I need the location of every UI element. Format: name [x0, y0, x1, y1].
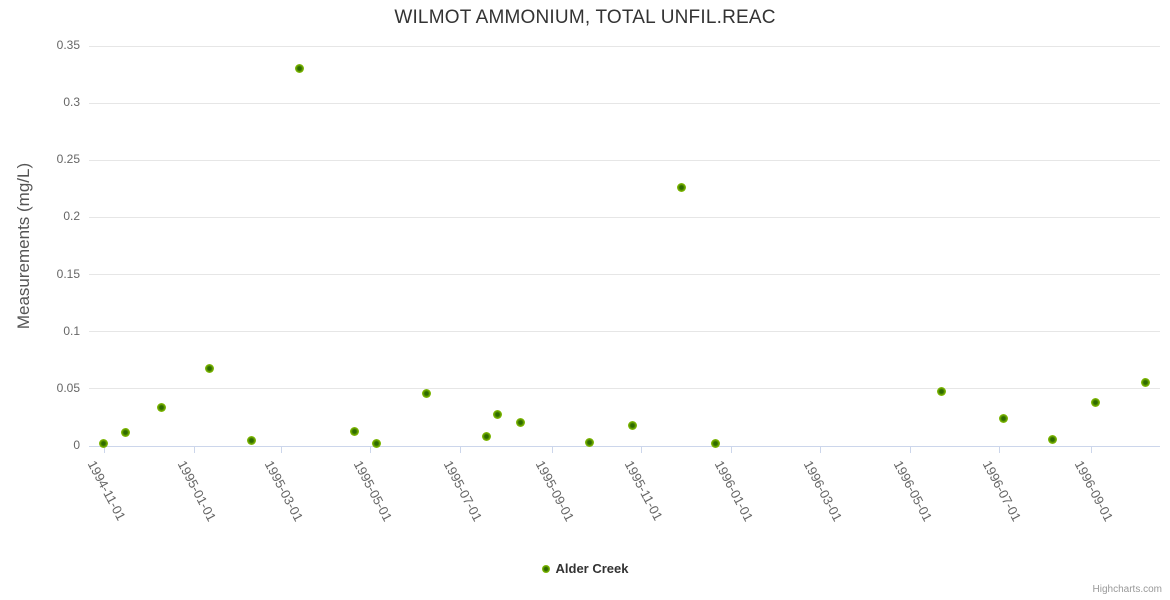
data-point[interactable] [295, 64, 305, 74]
x-axis-tick [193, 447, 195, 453]
data-point[interactable] [99, 439, 109, 449]
data-point[interactable] [492, 409, 502, 419]
data-point[interactable] [421, 388, 431, 398]
x-axis-line [89, 446, 1160, 447]
data-point[interactable] [999, 414, 1009, 424]
y-axis-tick-label: 0.15 [56, 266, 80, 281]
x-axis-tick-label: 1995-11-01 [622, 458, 667, 523]
data-point[interactable] [349, 426, 359, 436]
x-axis-tick [731, 447, 733, 453]
y-axis-tick-label: 0.2 [63, 209, 80, 224]
legend-item-alder-creek[interactable]: Alder Creek [0, 561, 1170, 576]
x-axis-tick [551, 447, 553, 453]
chart-title: WILMOT AMMONIUM, TOTAL UNFIL.REAC [394, 7, 776, 28]
y-axis-tick-label: 0.35 [56, 38, 80, 52]
data-point[interactable] [585, 438, 595, 448]
data-point[interactable] [937, 386, 947, 396]
x-axis-tick-label: 1995-09-01 [532, 458, 577, 524]
x-axis-tick-label: 1996-03-01 [800, 458, 845, 524]
x-axis-tick [1090, 447, 1092, 453]
y-axis-tick-label: 0.05 [56, 380, 80, 395]
y-axis-tick-label: 0.1 [63, 323, 80, 338]
data-point[interactable] [156, 402, 166, 412]
x-axis-tick [909, 447, 911, 453]
x-axis-tick [999, 447, 1001, 453]
data-point[interactable] [516, 417, 526, 427]
y-gridline [89, 102, 1160, 104]
data-point[interactable] [482, 432, 492, 442]
x-axis-tick-label: 1996-09-01 [1071, 458, 1116, 524]
y-axis-tick-label: 0.25 [56, 152, 80, 167]
data-point[interactable] [371, 439, 381, 449]
data-point[interactable] [205, 363, 215, 373]
y-axis-tick-label: 0 [73, 438, 80, 452]
x-axis-tick-label: 1995-05-01 [351, 458, 396, 524]
x-axis-tick-label: 1995-01-01 [174, 458, 219, 524]
x-axis-tick [460, 447, 462, 453]
y-axis-title: Measurements (mg/L) [14, 162, 33, 330]
data-point[interactable] [121, 427, 131, 437]
data-point[interactable] [1090, 398, 1100, 408]
y-gridline [89, 388, 1160, 390]
x-axis-tick [280, 447, 282, 453]
y-gridline [89, 159, 1160, 161]
x-axis-tick [819, 447, 821, 453]
data-point[interactable] [246, 435, 256, 445]
x-axis-tick-label: 1996-01-01 [712, 458, 757, 524]
data-point[interactable] [628, 420, 638, 430]
data-point[interactable] [1140, 377, 1150, 387]
x-axis-tick-label: 1995-03-01 [261, 458, 306, 524]
x-axis-tick-label: 1994-11-01 [84, 458, 129, 523]
y-gridline [89, 331, 1160, 333]
y-gridline [89, 216, 1160, 218]
data-point[interactable] [710, 439, 720, 449]
x-axis-tick-label: 1996-07-01 [980, 458, 1025, 524]
data-point[interactable] [676, 183, 686, 193]
y-gridline [89, 274, 1160, 276]
legend-marker-icon [541, 564, 550, 573]
x-axis-tick [641, 447, 643, 453]
x-axis-tick-label: 1995-07-01 [440, 458, 486, 524]
x-axis-tick [103, 447, 105, 453]
x-axis-tick [370, 447, 372, 453]
legend-label: Alder Creek [555, 561, 629, 576]
y-axis-tick-label: 0.3 [63, 95, 80, 110]
data-point[interactable] [1047, 434, 1057, 444]
x-axis-tick-label: 1996-05-01 [890, 458, 935, 524]
highcharts-credits-link[interactable]: Highcharts.com [1092, 584, 1162, 595]
y-gridline [89, 45, 1160, 47]
